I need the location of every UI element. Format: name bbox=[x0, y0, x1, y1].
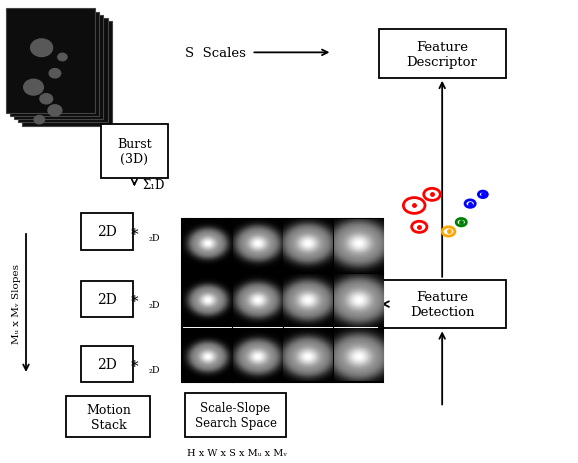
Text: Mᵤ x Mᵥ Slopes: Mᵤ x Mᵥ Slopes bbox=[12, 263, 21, 343]
Text: Σ₁D: Σ₁D bbox=[143, 179, 165, 192]
Text: 2D: 2D bbox=[97, 292, 117, 306]
Text: Feature
Descriptor: Feature Descriptor bbox=[407, 40, 477, 69]
FancyBboxPatch shape bbox=[6, 9, 95, 113]
Circle shape bbox=[34, 116, 45, 125]
Circle shape bbox=[40, 94, 53, 105]
Text: Feature
Detection: Feature Detection bbox=[410, 290, 475, 319]
Text: 2D: 2D bbox=[97, 225, 117, 239]
Text: ₂D: ₂D bbox=[149, 300, 161, 309]
Text: H x W x S x Mᵤ x Mᵥ: H x W x S x Mᵤ x Mᵥ bbox=[187, 448, 287, 457]
Text: *: * bbox=[131, 294, 143, 308]
Text: *: * bbox=[131, 227, 143, 241]
FancyBboxPatch shape bbox=[185, 394, 286, 438]
Circle shape bbox=[31, 40, 53, 57]
FancyBboxPatch shape bbox=[379, 30, 506, 79]
Text: *: * bbox=[131, 359, 143, 373]
Circle shape bbox=[49, 69, 61, 79]
FancyBboxPatch shape bbox=[14, 16, 103, 120]
FancyBboxPatch shape bbox=[66, 396, 150, 438]
FancyBboxPatch shape bbox=[81, 214, 133, 250]
FancyBboxPatch shape bbox=[22, 22, 112, 126]
Circle shape bbox=[58, 54, 67, 62]
Text: 2D: 2D bbox=[97, 357, 117, 371]
Circle shape bbox=[48, 106, 62, 117]
FancyBboxPatch shape bbox=[18, 19, 108, 123]
Text: S  Scales: S Scales bbox=[185, 47, 246, 60]
FancyBboxPatch shape bbox=[101, 125, 168, 178]
Text: Scale-Slope
Search Space: Scale-Slope Search Space bbox=[195, 401, 276, 430]
FancyBboxPatch shape bbox=[81, 346, 133, 382]
Text: Burst
(3D): Burst (3D) bbox=[117, 138, 151, 166]
Text: ₂D: ₂D bbox=[149, 365, 161, 374]
FancyBboxPatch shape bbox=[379, 280, 506, 329]
FancyBboxPatch shape bbox=[10, 13, 99, 117]
Text: ₂D: ₂D bbox=[149, 233, 161, 242]
FancyBboxPatch shape bbox=[81, 281, 133, 317]
Circle shape bbox=[24, 80, 43, 96]
Text: Motion
Stack: Motion Stack bbox=[86, 403, 131, 431]
